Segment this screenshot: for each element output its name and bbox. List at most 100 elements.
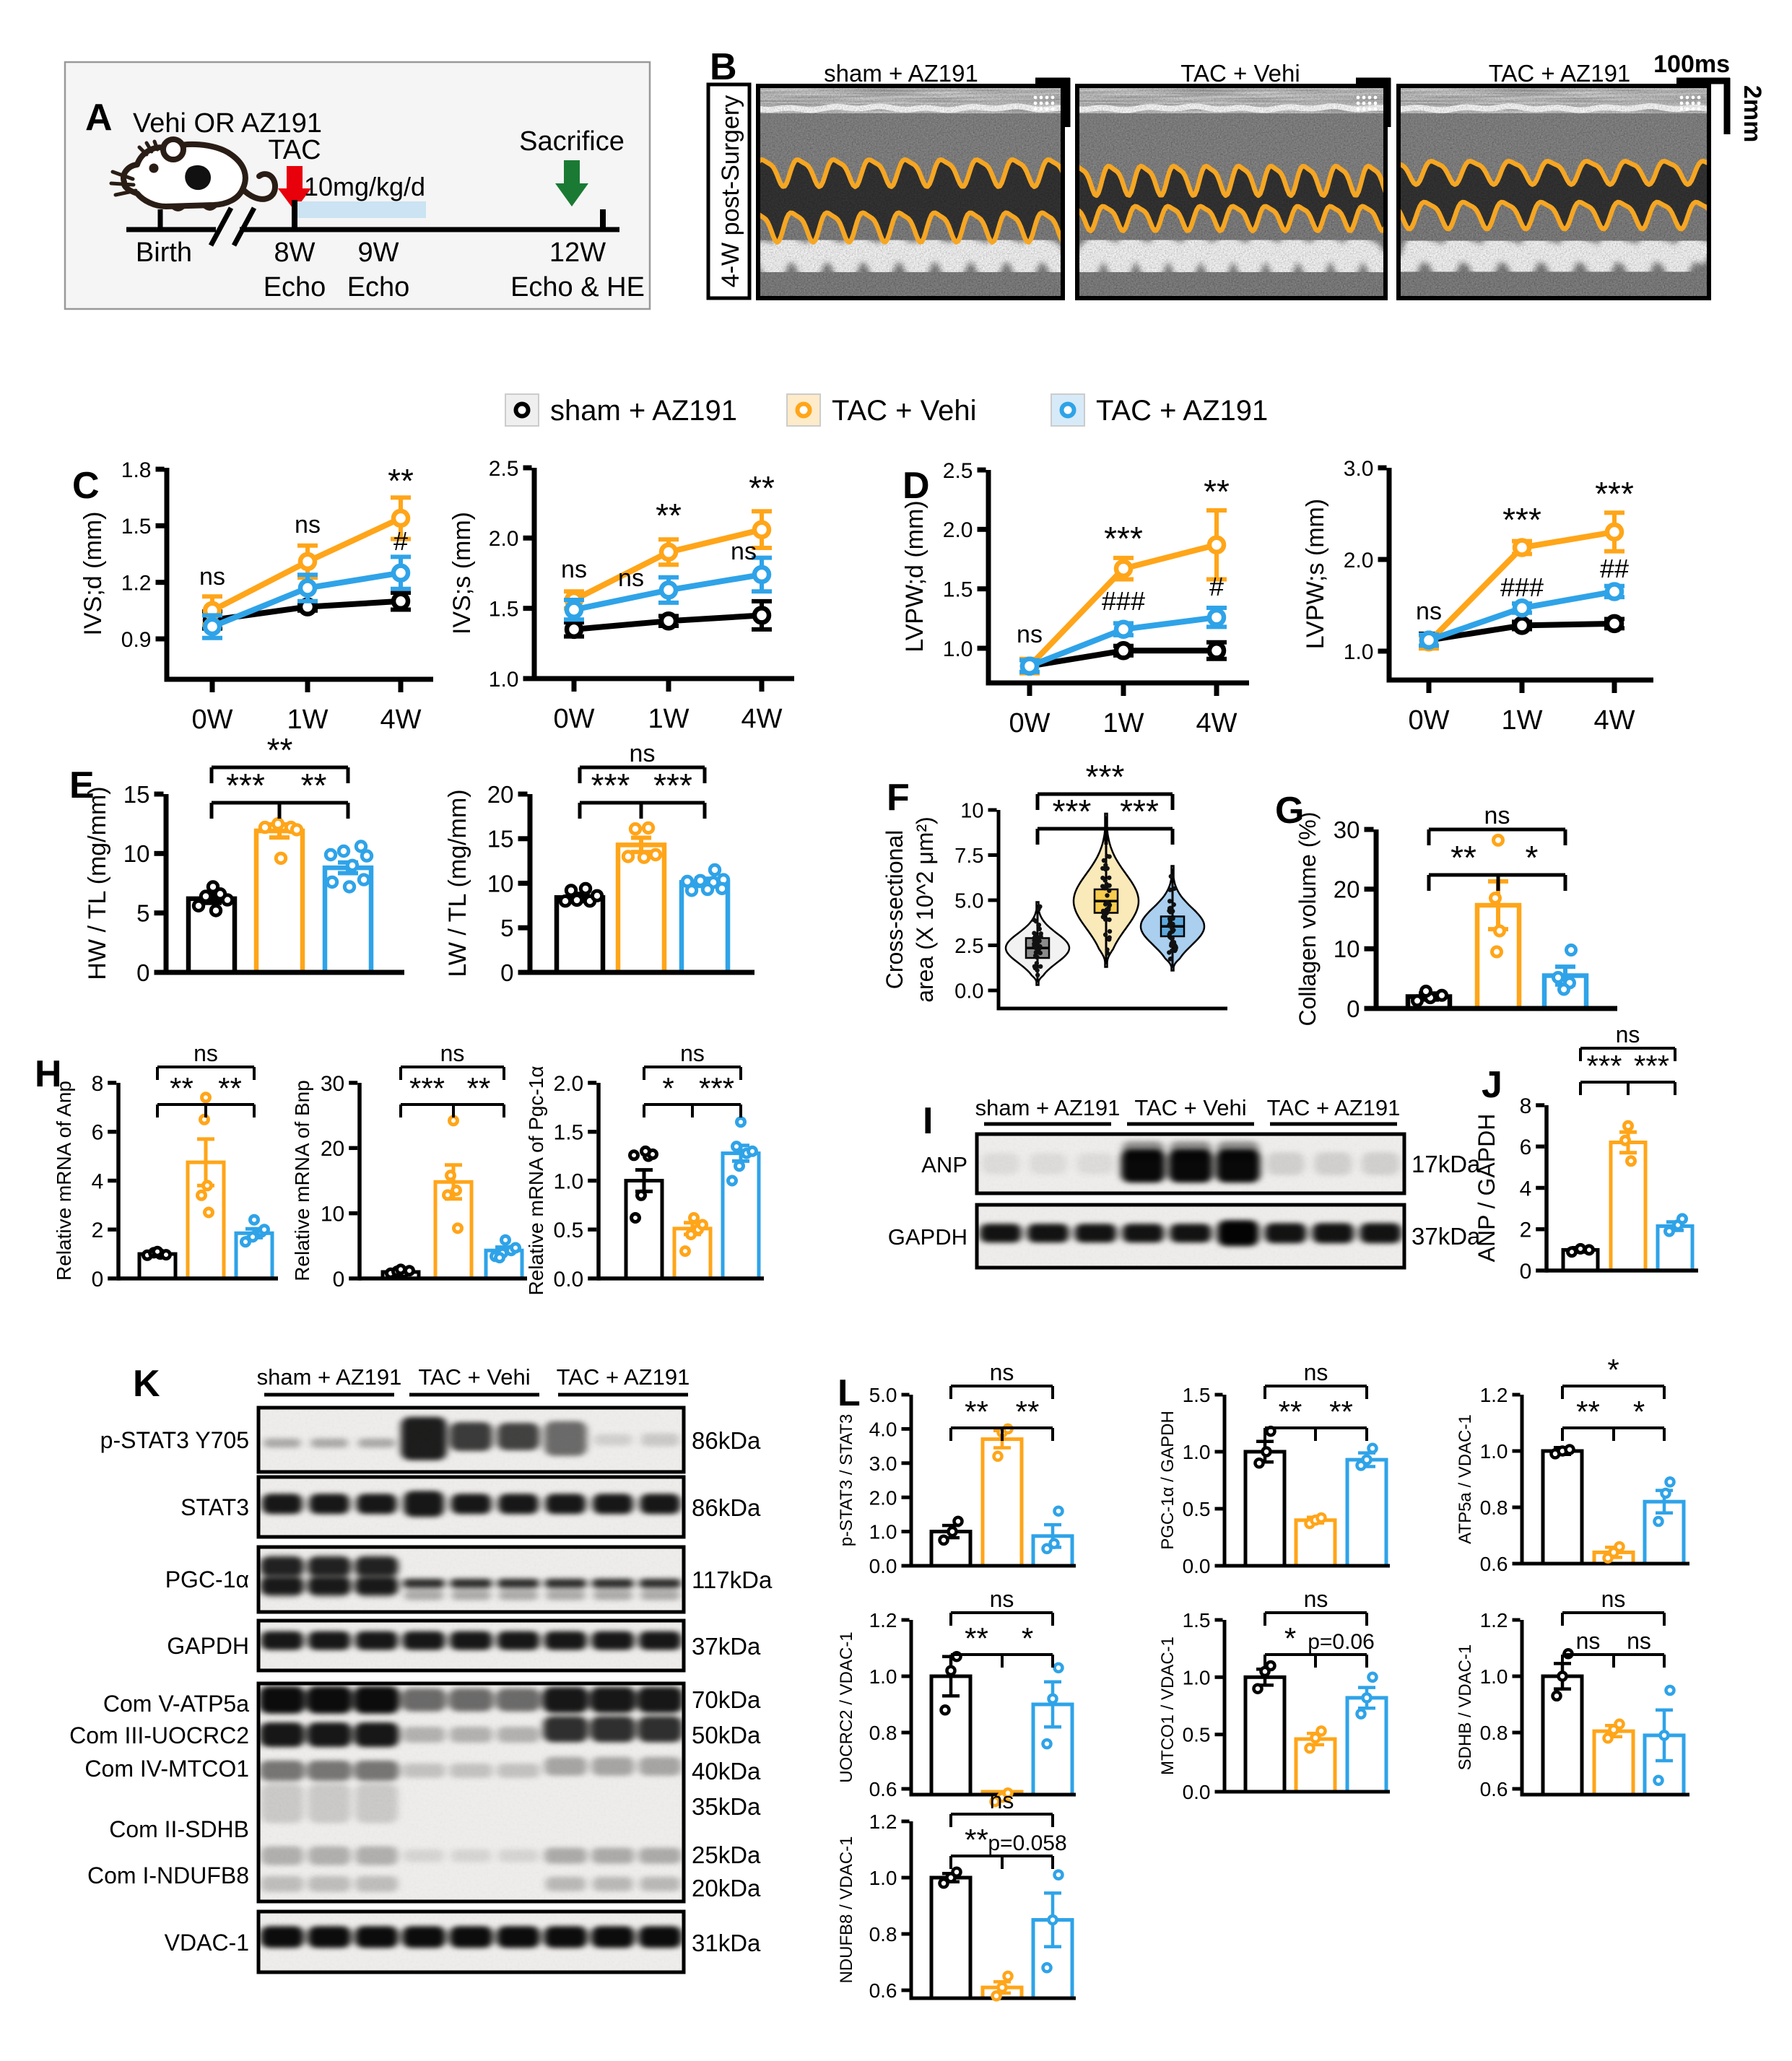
svg-text:4W: 4W: [741, 704, 783, 734]
svg-text:***: ***: [1586, 1049, 1622, 1083]
svg-text:LVPW;d (mm): LVPW;d (mm): [901, 500, 928, 652]
svg-text:1W: 1W: [1502, 705, 1543, 736]
svg-text:4W: 4W: [380, 705, 422, 735]
svg-text:*: *: [1022, 1621, 1033, 1655]
svg-text:ns: ns: [1601, 1586, 1626, 1612]
svg-text:8: 8: [92, 1072, 104, 1096]
svg-text:0W: 0W: [1409, 705, 1450, 736]
svg-text:IVS;d (mm): IVS;d (mm): [79, 512, 107, 636]
svg-text:ns: ns: [731, 538, 757, 565]
svg-text:ns: ns: [990, 1586, 1014, 1612]
svg-text:TAC + Vehi: TAC + Vehi: [1134, 1095, 1246, 1120]
svg-text:30: 30: [1334, 816, 1360, 843]
svg-text:E: E: [69, 764, 95, 806]
svg-text:1.2: 1.2: [121, 571, 152, 595]
svg-text:sham + AZ191: sham + AZ191: [257, 1364, 402, 1390]
svg-text:**: **: [467, 1071, 491, 1105]
svg-text:ns: ns: [1416, 598, 1442, 625]
svg-text:sham + AZ191: sham + AZ191: [550, 395, 737, 427]
svg-text:Com II-SDHB: Com II-SDHB: [109, 1816, 249, 1842]
svg-text:8: 8: [1520, 1094, 1532, 1118]
svg-text:ns: ns: [1616, 1021, 1640, 1047]
svg-text:Com V-ATP5a: Com V-ATP5a: [103, 1691, 249, 1717]
svg-text:TAC + Vehi: TAC + Vehi: [1180, 60, 1300, 87]
svg-text:Echo: Echo: [347, 272, 410, 302]
svg-text:1.0: 1.0: [554, 1169, 584, 1193]
svg-text:C: C: [72, 465, 100, 507]
svg-text:*: *: [1633, 1395, 1645, 1429]
svg-text:0.0: 0.0: [869, 1555, 897, 1577]
svg-text:9W: 9W: [358, 238, 399, 268]
svg-text:UOCRC2 / VDAC-1: UOCRC2 / VDAC-1: [837, 1631, 856, 1782]
svg-text:Birth: Birth: [136, 238, 192, 268]
svg-text:**: **: [301, 767, 327, 804]
svg-text:ns: ns: [561, 556, 587, 583]
svg-text:***: ***: [1120, 793, 1159, 830]
svg-text:6: 6: [1520, 1136, 1532, 1159]
svg-text:0.5: 0.5: [1183, 1724, 1211, 1746]
svg-text:1W: 1W: [648, 704, 690, 734]
svg-text:TAC + AZ191: TAC + AZ191: [1489, 60, 1631, 87]
svg-text:0: 0: [1520, 1260, 1532, 1284]
svg-text:50kDa: 50kDa: [692, 1722, 761, 1748]
svg-text:1.2: 1.2: [869, 1811, 897, 1833]
svg-text:***: ***: [1053, 793, 1092, 830]
svg-text:***: ***: [591, 767, 630, 804]
svg-text:2.5: 2.5: [489, 457, 519, 481]
svg-text:**: **: [1279, 1395, 1302, 1429]
svg-text:ns: ns: [1017, 621, 1043, 648]
svg-text:ns: ns: [1304, 1586, 1328, 1612]
svg-text:PGC-1α: PGC-1α: [165, 1567, 249, 1592]
svg-text:ns: ns: [618, 565, 644, 592]
svg-text:A: A: [85, 97, 113, 139]
svg-text:**: **: [965, 1395, 988, 1429]
svg-text:0.5: 0.5: [554, 1219, 584, 1242]
svg-text:p=0.058: p=0.058: [988, 1831, 1066, 1855]
svg-text:p-STAT3 Y705: p-STAT3 Y705: [100, 1427, 249, 1453]
svg-text:2.5: 2.5: [954, 935, 983, 958]
svg-text:Relative mRNA of Bnp: Relative mRNA of Bnp: [291, 1080, 313, 1281]
svg-text:Relative mRNA of Anp: Relative mRNA of Anp: [53, 1081, 75, 1281]
svg-text:0.9: 0.9: [121, 628, 152, 652]
svg-text:***: ***: [409, 1071, 445, 1105]
svg-text:0.8: 0.8: [1480, 1722, 1508, 1744]
svg-text:40kDa: 40kDa: [692, 1758, 761, 1785]
svg-text:7.5: 7.5: [954, 845, 983, 868]
svg-text:0W: 0W: [192, 705, 233, 735]
svg-text:1.5: 1.5: [121, 515, 152, 539]
svg-text:2.0: 2.0: [943, 518, 973, 542]
svg-text:###: ###: [1500, 572, 1544, 602]
svg-text:NDUFB8 / VDAC-1: NDUFB8 / VDAC-1: [837, 1836, 856, 1983]
svg-text:TAC + Vehi: TAC + Vehi: [832, 395, 976, 427]
svg-text:ns: ns: [1627, 1628, 1651, 1654]
svg-text:0.0: 0.0: [1183, 1781, 1211, 1803]
svg-text:4W: 4W: [1196, 708, 1238, 738]
svg-text:**: **: [1016, 1395, 1040, 1429]
svg-text:1.0: 1.0: [869, 1867, 897, 1889]
svg-text:10: 10: [960, 799, 983, 822]
svg-text:20: 20: [1334, 876, 1360, 903]
svg-text:10: 10: [123, 840, 150, 867]
svg-text:ns: ns: [1304, 1359, 1328, 1385]
svg-text:**: **: [749, 469, 775, 507]
svg-text:ATP5a / VDAC-1: ATP5a / VDAC-1: [1456, 1414, 1475, 1544]
svg-text:4W: 4W: [1594, 705, 1635, 736]
svg-text:1W: 1W: [287, 705, 329, 735]
svg-text:1.0: 1.0: [1344, 640, 1374, 664]
svg-text:0: 0: [500, 959, 513, 986]
svg-text:20: 20: [321, 1137, 344, 1161]
svg-text:4: 4: [92, 1169, 104, 1193]
svg-text:K: K: [133, 1363, 160, 1405]
svg-text:LW / TL (mg/mm): LW / TL (mg/mm): [444, 789, 471, 977]
svg-text:ANP: ANP: [921, 1152, 967, 1177]
svg-text:0W: 0W: [554, 704, 595, 734]
svg-text:0.0: 0.0: [554, 1268, 584, 1291]
svg-text:31kDa: 31kDa: [692, 1930, 761, 1956]
svg-text:2: 2: [1520, 1219, 1532, 1242]
svg-text:2.0: 2.0: [1344, 549, 1374, 572]
svg-text:area (X 10^2 μm²): area (X 10^2 μm²): [912, 816, 938, 1003]
svg-text:GAPDH: GAPDH: [888, 1224, 967, 1250]
svg-text:70kDa: 70kDa: [692, 1686, 761, 1713]
svg-text:***: ***: [1634, 1049, 1669, 1083]
svg-text:ns: ns: [295, 511, 321, 539]
